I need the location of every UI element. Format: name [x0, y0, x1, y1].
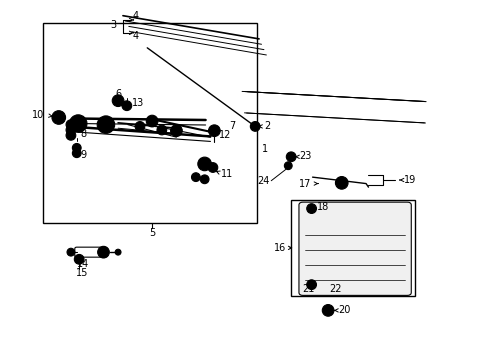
Text: 15: 15	[76, 268, 89, 278]
Text: 12: 12	[219, 130, 231, 140]
Text: 10: 10	[32, 110, 44, 120]
Ellipse shape	[198, 157, 211, 171]
Text: 18: 18	[317, 202, 329, 212]
Ellipse shape	[112, 95, 123, 107]
Ellipse shape	[98, 246, 109, 258]
Ellipse shape	[55, 114, 62, 121]
FancyBboxPatch shape	[298, 202, 410, 296]
Ellipse shape	[250, 122, 260, 131]
Ellipse shape	[200, 175, 208, 184]
Ellipse shape	[122, 101, 131, 111]
Ellipse shape	[102, 121, 110, 129]
Text: 5: 5	[149, 228, 155, 238]
Ellipse shape	[77, 257, 81, 262]
Text: 3: 3	[110, 20, 116, 30]
Text: 4: 4	[132, 12, 139, 21]
Text: 20: 20	[337, 305, 349, 315]
Bar	[42, 23, 256, 223]
Ellipse shape	[72, 149, 81, 158]
Ellipse shape	[74, 120, 82, 127]
Ellipse shape	[284, 162, 291, 170]
Text: 2: 2	[264, 121, 270, 131]
Ellipse shape	[135, 122, 144, 131]
Ellipse shape	[335, 176, 347, 189]
Ellipse shape	[207, 163, 217, 172]
Ellipse shape	[288, 154, 293, 159]
Bar	[290, 200, 414, 296]
Ellipse shape	[286, 152, 295, 162]
Text: 23: 23	[298, 151, 311, 161]
Ellipse shape	[52, 111, 65, 124]
Text: 19: 19	[403, 175, 415, 185]
Text: 22: 22	[329, 284, 342, 294]
Text: 17: 17	[299, 179, 311, 189]
Text: 1: 1	[262, 144, 267, 154]
Ellipse shape	[72, 144, 81, 152]
Ellipse shape	[115, 249, 121, 255]
Ellipse shape	[306, 280, 316, 289]
Ellipse shape	[74, 255, 84, 264]
Text: 8: 8	[80, 129, 86, 139]
Text: 7: 7	[228, 121, 235, 131]
Text: 4: 4	[132, 31, 139, 41]
Ellipse shape	[208, 125, 220, 136]
Ellipse shape	[191, 173, 200, 181]
Ellipse shape	[66, 130, 76, 140]
Ellipse shape	[97, 116, 115, 133]
Ellipse shape	[66, 120, 76, 130]
Text: 13: 13	[131, 98, 143, 108]
Ellipse shape	[67, 248, 75, 256]
Ellipse shape	[170, 125, 182, 136]
Ellipse shape	[201, 161, 207, 167]
Ellipse shape	[322, 305, 333, 316]
Text: 21: 21	[302, 284, 314, 294]
Text: 14: 14	[76, 258, 88, 269]
Text: 24: 24	[257, 176, 269, 186]
Text: 16: 16	[273, 243, 285, 253]
Ellipse shape	[338, 180, 344, 186]
Ellipse shape	[157, 125, 166, 135]
Ellipse shape	[306, 204, 316, 213]
Ellipse shape	[69, 115, 87, 132]
FancyBboxPatch shape	[75, 247, 107, 257]
Ellipse shape	[66, 125, 76, 135]
Text: 9: 9	[80, 150, 86, 160]
Text: 6: 6	[115, 89, 121, 99]
Text: 11: 11	[221, 168, 233, 179]
Ellipse shape	[146, 115, 158, 127]
